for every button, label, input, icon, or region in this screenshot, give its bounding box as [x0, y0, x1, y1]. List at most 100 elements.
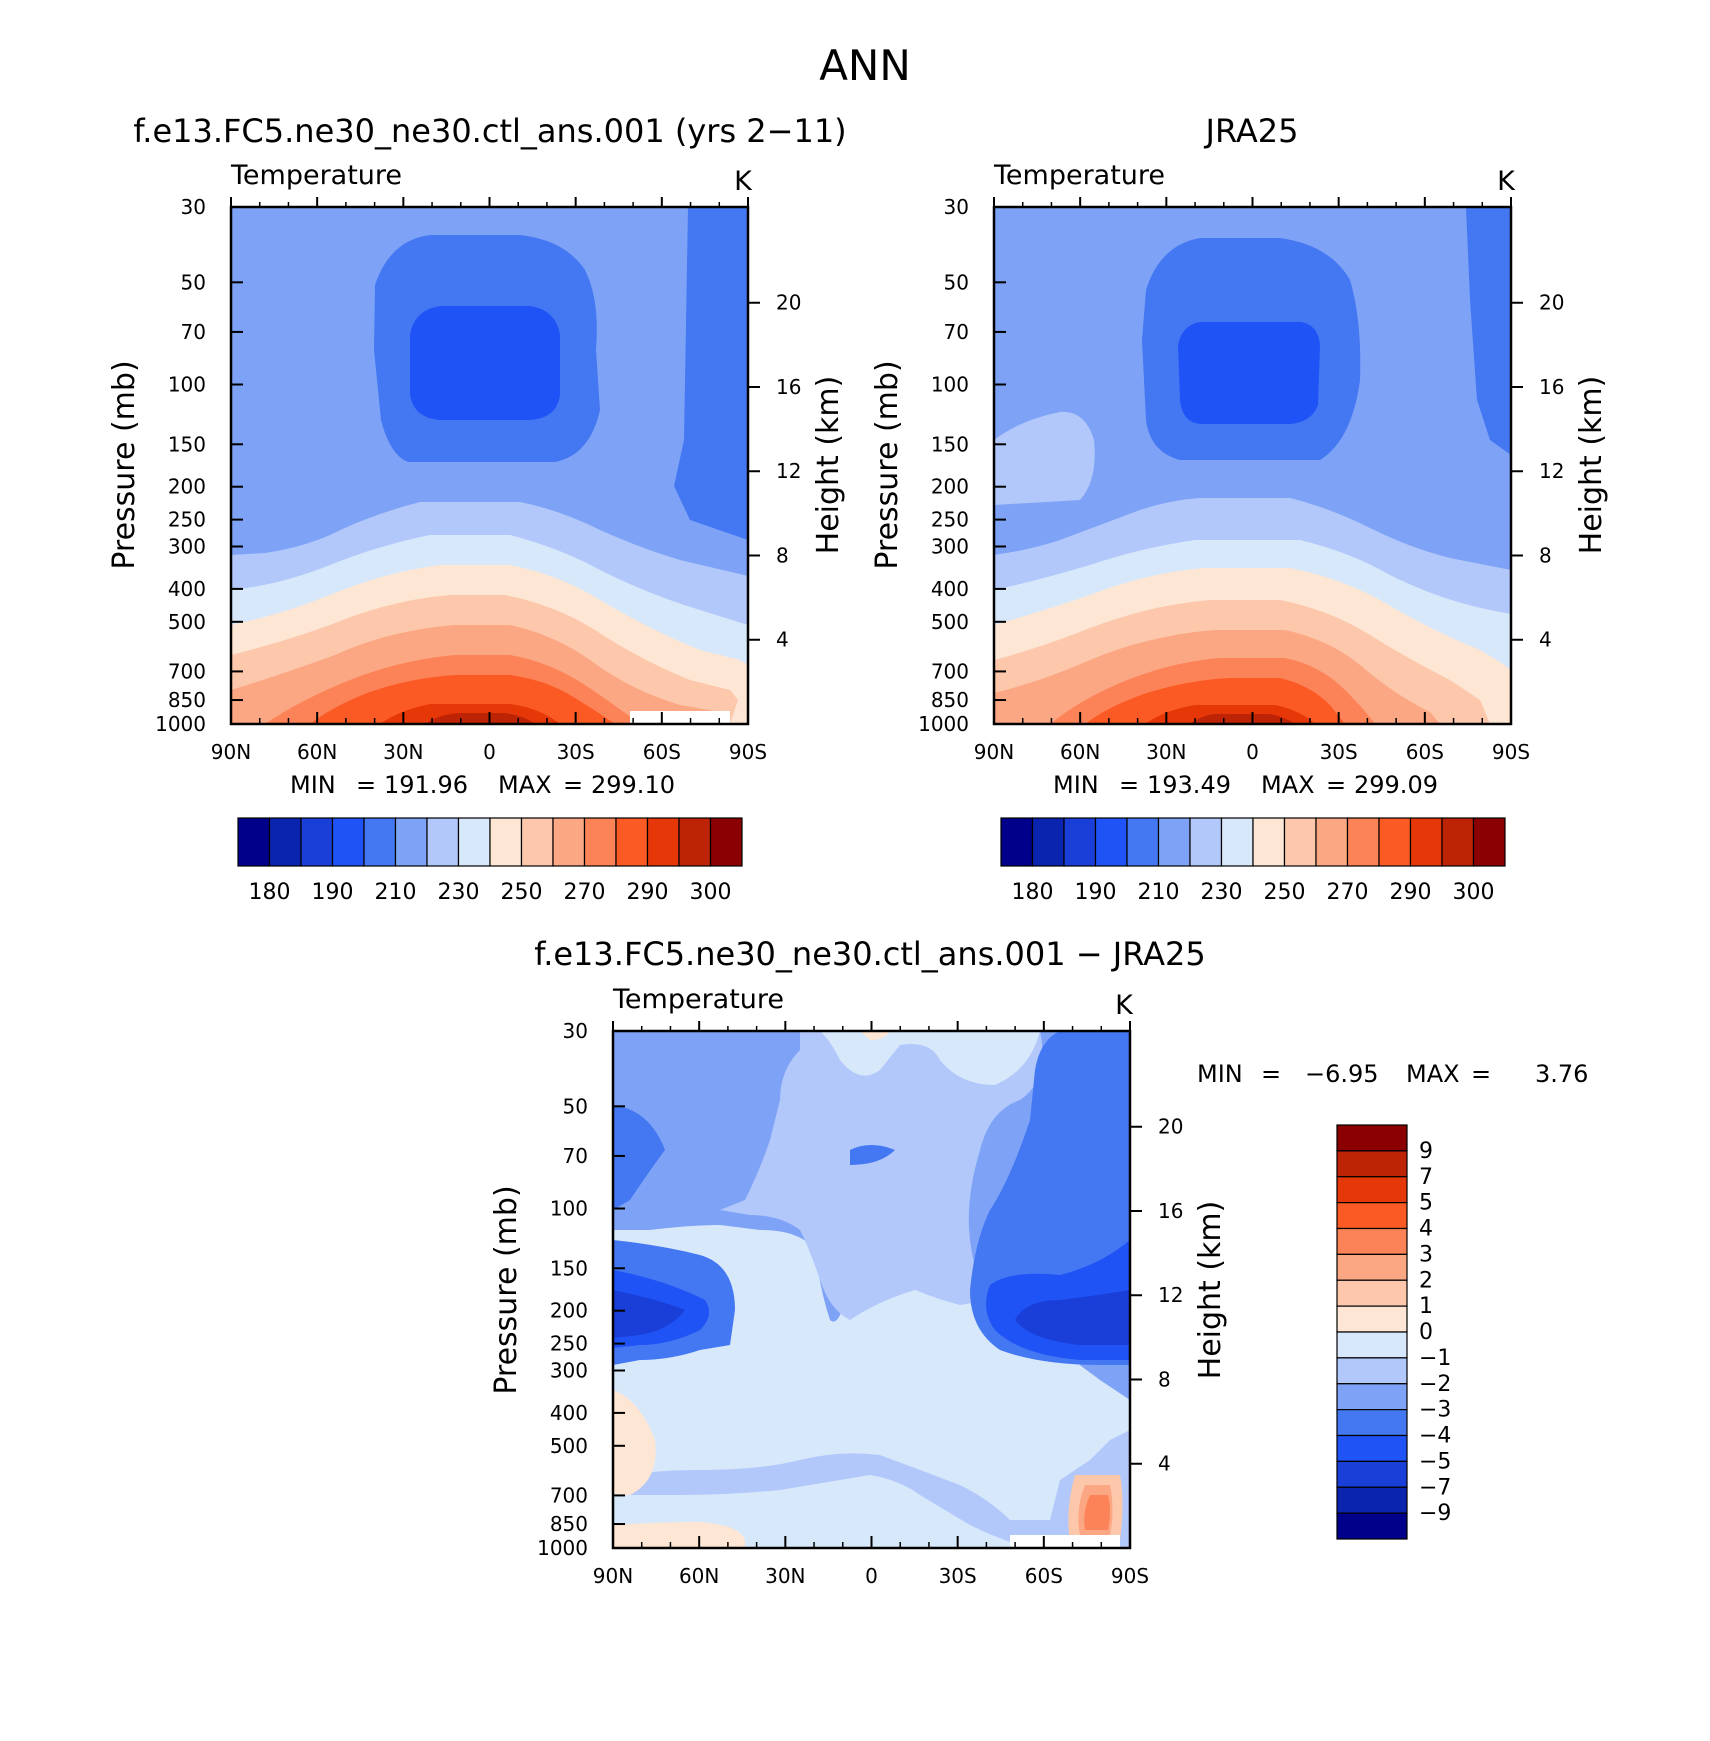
obs-xtick-label: 90N — [974, 740, 1014, 764]
model-colorbar-swatch — [237, 817, 271, 867]
diff-band-m2 — [720, 1031, 1043, 1320]
obs-ytick-label: 300 — [931, 534, 969, 558]
model-band-210-polar — [674, 207, 748, 540]
model-ylabel2: Height (km) — [811, 376, 846, 555]
diff-ytick-label: 850 — [550, 1512, 588, 1536]
model-xtick-label: 60S — [643, 740, 681, 764]
obs-htick-label: 12 — [1539, 459, 1564, 483]
model-xtick-label: 30S — [557, 740, 595, 764]
model-colorbar-label: 180 — [249, 880, 291, 905]
obs-ytick-label: 250 — [931, 508, 969, 532]
diff-ylabel: Pressure (mb) — [489, 1185, 524, 1394]
model-colorbar-swatch — [300, 817, 334, 867]
obs-ytick-label: 30 — [944, 195, 969, 219]
obs-colorbar-swatch — [1157, 817, 1191, 867]
diff-ytick-label: 500 — [550, 1434, 588, 1458]
diff-xtick-label: 30N — [765, 1564, 805, 1588]
obs-ytick-label: 70 — [944, 320, 969, 344]
obs-ytick-label: 150 — [931, 432, 969, 456]
obs-ytick-label: 50 — [944, 270, 969, 294]
diff-colorbar-label: 2 — [1419, 1268, 1433, 1293]
obs-colorbar-swatch — [1189, 817, 1223, 867]
model-htick-label: 4 — [776, 628, 789, 652]
model-max-value: 299.10 — [591, 771, 675, 799]
obs-colorbar-label: 230 — [1201, 880, 1243, 905]
model-colorbar-swatch — [646, 817, 680, 867]
model-missing-topography — [630, 711, 730, 724]
obs-xtick-label: 60N — [1060, 740, 1100, 764]
obs-min-label: MIN — [1053, 771, 1099, 799]
model-ytick-label: 200 — [168, 475, 206, 499]
diff-band-m3-cap — [850, 1145, 895, 1165]
obs-contour-field — [994, 207, 1511, 724]
model-colorbar-swatch — [615, 817, 649, 867]
panel-diff: f.e13.FC5.ne30_ne30.ctl_ans.001 − JRA25 … — [489, 935, 1588, 1588]
model-xtick-label: 0 — [483, 740, 496, 764]
model-ytick-label: 30 — [181, 195, 206, 219]
diff-colorbar-swatch — [1336, 1383, 1408, 1411]
model-ytick-label: 850 — [168, 688, 206, 712]
diff-htick-label: 8 — [1158, 1367, 1171, 1391]
diff-ytick-label: 700 — [550, 1483, 588, 1507]
model-max-label: MAX — [498, 771, 552, 799]
diff-colorbar-swatch — [1336, 1176, 1408, 1204]
obs-band-200 — [1178, 322, 1320, 424]
diff-max-value: 3.76 — [1535, 1060, 1588, 1088]
model-colorbar-swatch — [552, 817, 586, 867]
obs-xtick-label: 30N — [1146, 740, 1186, 764]
diff-colorbar-label: −5 — [1419, 1449, 1451, 1474]
diff-colorbar-label: 3 — [1419, 1242, 1433, 1267]
model-title: f.e13.FC5.ne30_ne30.ctl_ans.001 (yrs 2−1… — [133, 112, 846, 150]
obs-title: JRA25 — [1204, 112, 1299, 150]
model-ytick-label: 400 — [168, 577, 206, 601]
model-contour-field — [231, 207, 748, 724]
diff-htick-label: 12 — [1158, 1283, 1183, 1307]
diff-max-label: MAX — [1406, 1060, 1460, 1088]
model-ylabel: Pressure (mb) — [107, 360, 142, 569]
obs-colorbar-swatch — [1126, 817, 1160, 867]
obs-colorbar-swatch — [1252, 817, 1286, 867]
obs-colorbar-swatch — [1315, 817, 1349, 867]
obs-xtick-label: 90S — [1492, 740, 1530, 764]
obs-colorbar: 180 190 210 230 250 270 290 300 — [1000, 817, 1506, 905]
model-colorbar-label: 300 — [690, 880, 732, 905]
diff-colorbar-label: −9 — [1419, 1501, 1451, 1526]
diff-max-eq: = — [1471, 1060, 1491, 1088]
diff-units: K — [1115, 990, 1134, 1021]
obs-htick-label: 16 — [1539, 375, 1564, 399]
obs-max-eq: = — [1326, 771, 1346, 799]
model-subtitle: Temperature — [230, 160, 402, 191]
model-colorbar-swatch — [457, 817, 491, 867]
model-colorbar-swatch — [363, 817, 397, 867]
model-colorbar-label: 210 — [375, 880, 417, 905]
diff-xtick-label: 0 — [865, 1564, 878, 1588]
obs-colorbar-label: 270 — [1327, 880, 1369, 905]
diff-colorbar-swatch — [1336, 1357, 1408, 1385]
diff-colorbar-label: 0 — [1419, 1320, 1433, 1345]
diff-ytick-label: 30 — [563, 1019, 588, 1043]
diff-ytick-label: 100 — [550, 1197, 588, 1221]
obs-max-label: MAX — [1261, 771, 1315, 799]
obs-stats: MIN = 193.49 MAX = 299.09 — [1053, 771, 1438, 799]
diff-colorbar-swatch — [1336, 1331, 1408, 1359]
diff-colorbar-swatch — [1336, 1512, 1408, 1540]
diff-colorbar-label: −1 — [1419, 1346, 1451, 1371]
model-htick-label: 12 — [776, 459, 801, 483]
model-xtick-label: 30N — [383, 740, 423, 764]
diff-ytick-label: 70 — [563, 1144, 588, 1168]
model-htick-label: 16 — [776, 375, 801, 399]
diff-ytick-label: 150 — [550, 1256, 588, 1280]
model-ytick-label: 250 — [168, 508, 206, 532]
obs-subtitle: Temperature — [993, 160, 1165, 191]
obs-ytick-label: 1000 — [918, 712, 969, 736]
model-band-200 — [410, 306, 560, 420]
obs-ytick-label: 400 — [931, 577, 969, 601]
diff-colorbar-swatch — [1336, 1409, 1408, 1437]
diff-colorbar-swatch — [1336, 1434, 1408, 1462]
obs-colorbar-swatch — [1378, 817, 1412, 867]
model-colorbar-swatch — [394, 817, 428, 867]
model-xtick-label: 90N — [211, 740, 251, 764]
obs-ytick-label: 200 — [931, 475, 969, 499]
diff-colorbar-swatch — [1336, 1150, 1408, 1178]
